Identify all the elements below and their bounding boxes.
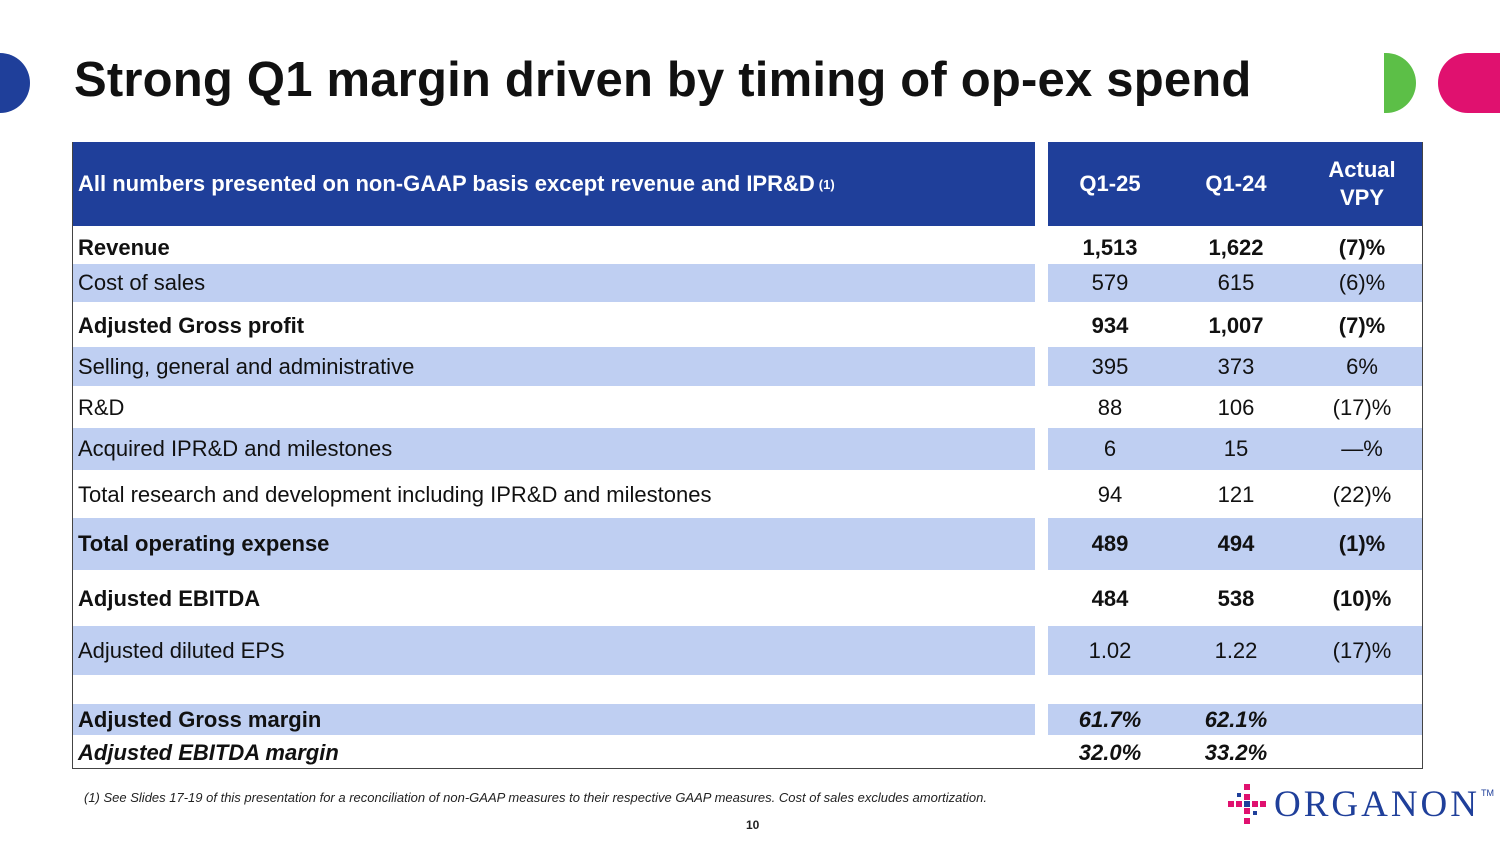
decorative-green-semicircle [1384,53,1416,113]
row-label: Cost of sales [73,264,1035,302]
header-actual: Actual [1328,157,1396,182]
cell-q125: 32.0% [1078,739,1142,765]
table-row-sga: Selling, general and administrative 395 … [73,347,1422,386]
organon-logo: ORGANON TM [1226,782,1494,826]
table-row-revenue: Revenue 1,513 1,622 (7)% [73,232,1422,264]
row-label: Adjusted Gross margin [73,704,1035,735]
cell-q124: 15 [1223,436,1249,461]
cell-q125: 579 [1091,270,1129,295]
row-label: Adjusted diluted EPS [73,626,1035,675]
header-q124: Q1-24 [1205,171,1267,196]
table-row-total-opex: Total operating expense 489 494 (1)% [73,518,1422,570]
cell-q124: 373 [1217,353,1255,379]
cell-vpy: (22)% [1332,482,1392,507]
cell-vpy: —% [1341,436,1383,461]
financial-table: All numbers presented on non-GAAP basis … [72,142,1423,769]
cell-vpy: (10)% [1332,586,1392,611]
cell-q125: 1,513 [1082,235,1138,260]
footnote: (1) See Slides 17-19 of this presentatio… [84,790,987,805]
cell-q124: 1.22 [1214,637,1258,663]
decorative-pink-pill [1438,53,1500,113]
cell-q124: 615 [1217,270,1255,295]
cell-vpy [1302,704,1422,735]
header-q125: Q1-25 [1079,171,1141,196]
organon-cross-icon [1228,784,1266,824]
row-label: Total operating expense [73,518,1035,570]
table-row-rnd: R&D 88 106 (17)% [73,388,1422,428]
cell-vpy: (6)% [1338,270,1386,295]
page-number: 10 [746,818,760,832]
cell-vpy: (7)% [1338,235,1386,260]
table-row-gross-margin: Adjusted Gross margin 61.7% 62.1% [73,704,1422,735]
header-actual-vpy: Actual VPY [1302,156,1422,212]
header-label-text: All numbers presented on non-GAAP basis … [78,171,815,196]
row-label: Adjusted EBITDA margin [78,739,339,765]
header-vpy: VPY [1339,185,1385,210]
cell-q125: 94 [1097,482,1123,507]
table-row-diluted-eps: Adjusted diluted EPS 1.02 1.22 (17)% [73,626,1422,675]
organon-wordmark: ORGANON [1274,783,1480,825]
table-header-values: Q1-25 Q1-24 Actual VPY [1048,142,1422,226]
cell-vpy [1302,737,1422,768]
row-label: Total research and development including… [78,482,712,507]
cell-q124: 106 [1217,395,1255,420]
cell-q125: 88 [1097,395,1123,420]
table-row-gross-profit: Adjusted Gross profit 934 1,007 (7)% [73,306,1422,346]
row-label: R&D [78,395,125,420]
cell-q125: 934 [1091,313,1129,338]
cell-q125: 395 [1091,353,1129,379]
row-label: Adjusted EBITDA [78,586,261,611]
cell-q124: 33.2% [1204,739,1268,765]
row-label: Selling, general and administrative [73,347,1035,386]
table-row-acquired-iprd: Acquired IPR&D and milestones 6 15 —% [73,428,1422,470]
cell-vpy: 6% [1346,353,1378,379]
cell-q125: 6 [1103,436,1117,461]
table-header-label: All numbers presented on non-GAAP basis … [73,142,1035,226]
row-label: Adjusted Gross profit [78,313,305,338]
slide-title: Strong Q1 margin driven by timing of op-… [74,53,1252,107]
cell-q124: 1,007 [1208,313,1264,338]
cell-vpy: (1)% [1338,531,1386,556]
row-label: Revenue [78,235,170,260]
cell-q125: 1.02 [1088,637,1132,663]
cell-q124: 494 [1217,531,1255,556]
table-row-cost-of-sales: Cost of sales 579 615 (6)% [73,264,1422,302]
cell-q124: 121 [1217,482,1255,507]
cell-vpy: (7)% [1338,313,1386,338]
table-row-total-rnd: Total research and development including… [73,472,1422,518]
table-row-ebitda-margin: Adjusted EBITDA margin 32.0% 33.2% [73,737,1422,768]
table-row-adjusted-ebitda: Adjusted EBITDA 484 538 (10)% [73,574,1422,624]
cell-q125: 489 [1091,531,1129,556]
row-label: Acquired IPR&D and milestones [73,428,1035,470]
cell-vpy: (17)% [1332,395,1392,420]
decorative-blue-semicircle [0,53,30,113]
header-footnote-ref: (1) [818,176,835,192]
trademark-mark: TM [1481,788,1494,798]
cell-q124: 1,622 [1208,235,1264,260]
cell-vpy: (17)% [1332,637,1392,663]
cell-q124: 62.1% [1204,706,1268,732]
cell-q125: 484 [1091,586,1129,611]
cell-q125: 61.7% [1078,706,1142,732]
cell-q124: 538 [1217,586,1255,611]
